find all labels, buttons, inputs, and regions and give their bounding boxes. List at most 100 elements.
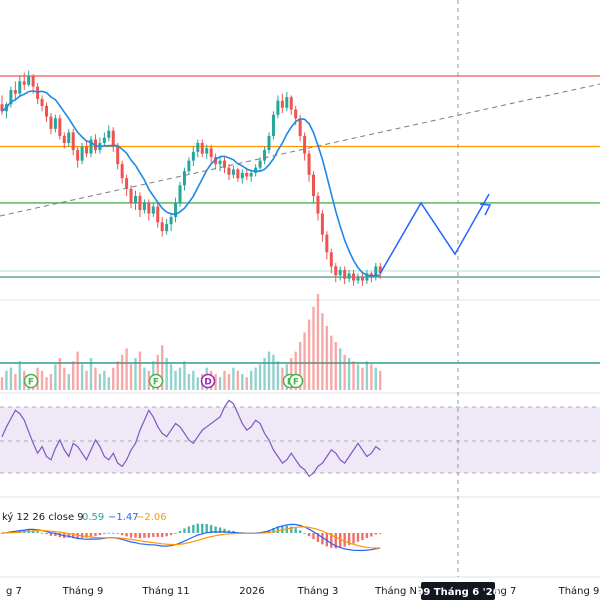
trend-line[interactable] — [0, 83, 600, 217]
candle[interactable] — [125, 174, 129, 196]
candle[interactable] — [352, 269, 356, 286]
candle[interactable] — [116, 143, 120, 170]
candle[interactable] — [151, 202, 155, 218]
candle[interactable] — [254, 164, 258, 177]
candle[interactable] — [325, 231, 329, 260]
candle[interactable] — [4, 102, 8, 119]
candle[interactable] — [187, 157, 191, 175]
candle[interactable] — [205, 144, 209, 159]
candle-body — [71, 132, 75, 151]
candle[interactable] — [227, 164, 231, 181]
candle[interactable] — [285, 91, 289, 112]
candle[interactable] — [338, 266, 342, 281]
candle[interactable] — [129, 185, 133, 209]
candle[interactable] — [22, 72, 26, 91]
candle[interactable] — [36, 83, 40, 105]
candle[interactable] — [102, 132, 106, 147]
candle[interactable] — [307, 150, 311, 182]
candle[interactable] — [80, 143, 84, 165]
candle[interactable] — [18, 76, 22, 98]
candle[interactable] — [240, 169, 244, 184]
candle[interactable] — [303, 132, 307, 161]
candle-body — [285, 97, 289, 108]
candle[interactable] — [142, 199, 146, 214]
event-marker-circle[interactable] — [148, 373, 164, 389]
candle[interactable] — [107, 125, 111, 142]
macd-histogram-bar — [223, 528, 226, 533]
candle[interactable] — [280, 93, 284, 114]
candle[interactable] — [316, 192, 320, 221]
candle[interactable] — [89, 135, 93, 158]
candle[interactable] — [169, 213, 173, 232]
event-marker[interactable]: F — [148, 373, 164, 389]
candle[interactable] — [13, 81, 17, 101]
candle[interactable] — [356, 273, 360, 285]
candle[interactable] — [271, 111, 275, 140]
candle[interactable] — [263, 146, 267, 165]
candle[interactable] — [111, 127, 115, 152]
candle-body — [271, 114, 275, 136]
candle[interactable] — [289, 95, 293, 115]
candle[interactable] — [178, 181, 182, 207]
candle[interactable] — [334, 262, 338, 283]
candle[interactable] — [67, 128, 71, 147]
candle[interactable] — [218, 157, 222, 172]
candle[interactable] — [360, 273, 364, 286]
candle[interactable] — [9, 86, 13, 108]
macd-histogram-bar — [116, 533, 119, 534]
candle[interactable] — [160, 217, 164, 237]
candle[interactable] — [347, 269, 351, 283]
candle[interactable] — [120, 160, 124, 184]
candle[interactable] — [0, 95, 4, 115]
candle[interactable] — [258, 157, 262, 172]
macd-signal-line[interactable] — [1, 526, 381, 549]
candle[interactable] — [209, 144, 213, 163]
candle[interactable] — [156, 202, 160, 228]
candle[interactable] — [174, 197, 178, 223]
candle[interactable] — [76, 146, 80, 168]
candle[interactable] — [236, 167, 240, 182]
candle[interactable] — [223, 157, 226, 173]
moving-average-line[interactable] — [1, 90, 381, 278]
candle[interactable] — [343, 266, 347, 285]
candle[interactable] — [200, 139, 204, 158]
candle[interactable] — [196, 139, 200, 158]
event-marker-circle[interactable] — [288, 373, 304, 389]
candle[interactable] — [40, 95, 44, 112]
candle[interactable] — [182, 167, 186, 191]
macd-line[interactable] — [1, 523, 381, 552]
candle[interactable] — [214, 153, 218, 170]
volume-bar — [40, 370, 44, 390]
candle[interactable] — [85, 141, 89, 158]
candle[interactable] — [267, 132, 271, 154]
candle[interactable] — [165, 218, 169, 235]
candle[interactable] — [45, 102, 48, 122]
candle[interactable] — [62, 132, 66, 149]
candle[interactable] — [320, 210, 324, 242]
candle[interactable] — [27, 70, 31, 87]
rsi-line[interactable] — [1, 399, 381, 478]
candle[interactable] — [71, 128, 75, 156]
candle[interactable] — [276, 95, 280, 119]
candle[interactable] — [191, 146, 195, 166]
event-marker[interactable]: D — [200, 373, 216, 389]
candle[interactable] — [312, 171, 315, 203]
candle[interactable] — [365, 269, 369, 285]
candle[interactable] — [49, 113, 53, 135]
candle[interactable] — [53, 114, 57, 133]
event-marker[interactable]: F — [23, 373, 39, 389]
volume-bar — [112, 367, 115, 390]
candle[interactable] — [374, 262, 378, 281]
event-marker-circle[interactable] — [23, 373, 39, 389]
candle[interactable] — [329, 248, 333, 274]
candle[interactable] — [138, 192, 142, 218]
projection-path[interactable] — [379, 193, 490, 274]
candle-body — [9, 90, 13, 105]
candle[interactable] — [147, 199, 151, 221]
event-marker-circle[interactable] — [200, 373, 216, 389]
candle[interactable] — [134, 190, 137, 210]
event-marker[interactable]: F — [288, 373, 304, 389]
candle[interactable] — [58, 114, 62, 140]
candle[interactable] — [231, 165, 235, 179]
